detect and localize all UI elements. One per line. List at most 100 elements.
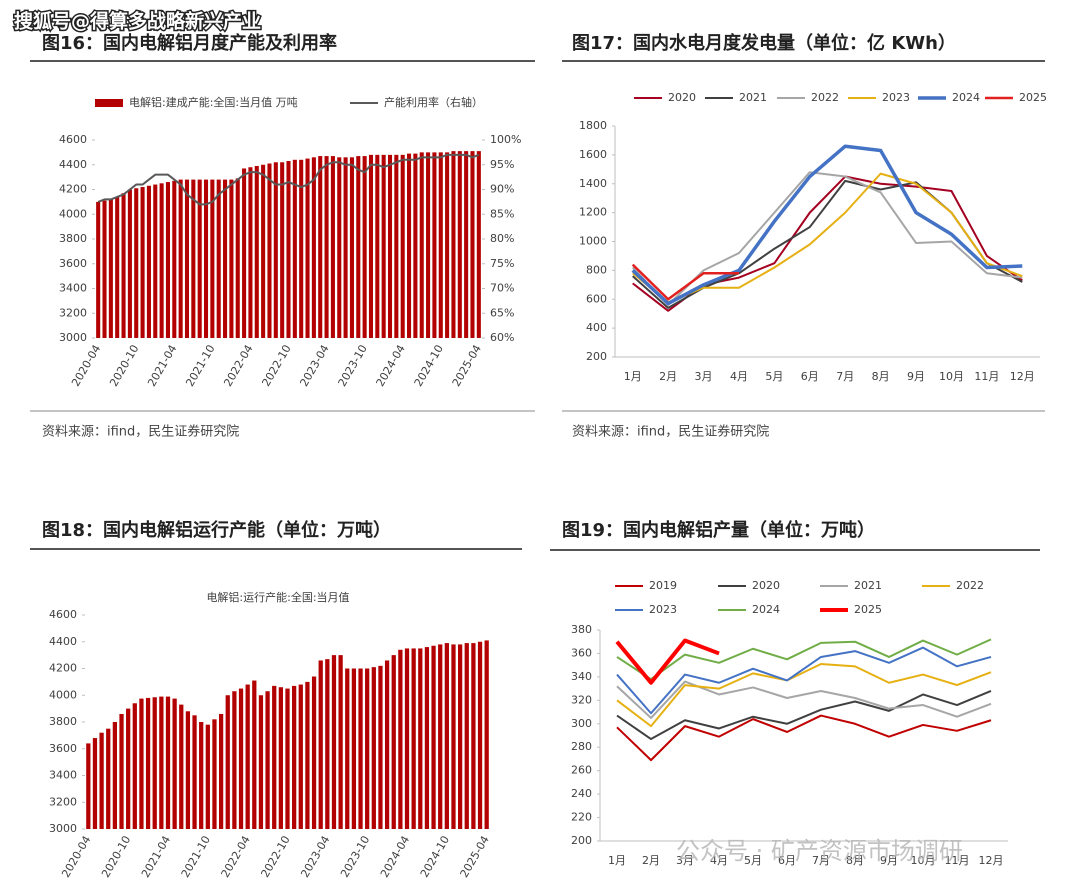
bar: [387, 154, 393, 338]
bar: [159, 183, 164, 338]
bar: [311, 157, 316, 338]
bar: [238, 688, 244, 829]
bar: [254, 165, 259, 338]
bar: [394, 154, 399, 338]
bar: [330, 156, 335, 338]
y-tick-label: 1000: [579, 235, 607, 248]
line: [616, 646, 992, 715]
bar: [324, 156, 329, 338]
x-tick-label: 2月: [659, 370, 677, 383]
bar: [438, 644, 443, 829]
bar: [432, 152, 437, 338]
bar: [86, 743, 91, 829]
y-tick-label: 4200: [49, 662, 77, 675]
y-tick-label: 1600: [579, 148, 607, 161]
legend-label: 2022: [811, 91, 839, 104]
x-tick-label: 9月: [880, 854, 898, 867]
bar: [338, 655, 343, 829]
y2-tick-label: 95%: [490, 158, 514, 171]
bar: [132, 703, 137, 829]
bar: [299, 159, 304, 338]
legend-label: 2019: [649, 579, 677, 592]
y-tick-label: 380: [571, 623, 592, 636]
bar: [242, 168, 247, 338]
x-tick-label: 9月: [907, 370, 925, 383]
bar: [235, 178, 240, 338]
bar: [92, 738, 98, 829]
bar: [404, 648, 410, 829]
chart-title: 图17：国内水电月度发电量（单位：亿 KWh）: [572, 32, 956, 54]
y-tick-label: 200: [586, 350, 607, 363]
bar: [108, 199, 113, 338]
y2-tick-label: 80%: [490, 232, 514, 245]
bar: [197, 179, 202, 338]
y-tick-label: 800: [586, 263, 607, 276]
bar: [424, 647, 430, 829]
y2-tick-label: 90%: [490, 183, 514, 196]
line: [97, 153, 480, 206]
line: [616, 680, 992, 719]
bar: [286, 161, 291, 338]
line: [632, 172, 1023, 304]
bar: [203, 179, 209, 338]
bar: [451, 151, 456, 338]
legend-label: 电解铝:建成产能:全国:当月值 万吨: [129, 95, 298, 109]
bar: [178, 179, 183, 338]
bar: [223, 179, 228, 338]
chart-title: 图18：国内电解铝运行产能（单位：万吨）: [42, 519, 391, 541]
bar: [318, 660, 323, 829]
bar: [121, 193, 126, 338]
bar: [318, 156, 323, 338]
y2-tick-label: 70%: [490, 282, 514, 295]
bar: [252, 680, 257, 829]
bar: [192, 715, 197, 829]
bar: [165, 182, 170, 338]
bar: [345, 668, 350, 829]
bar: [305, 681, 310, 829]
bar: [280, 162, 285, 338]
x-tick-label: 6月: [801, 370, 819, 383]
bar: [384, 660, 390, 829]
bar: [445, 152, 450, 338]
x-tick-label: 5月: [744, 854, 762, 867]
x-tick-label: 1月: [608, 854, 626, 867]
bar: [146, 185, 151, 338]
line: [631, 263, 739, 301]
legend-label: 2024: [752, 603, 780, 616]
bar: [413, 153, 418, 338]
bar: [140, 187, 145, 338]
bar: [325, 659, 330, 829]
y2-tick-label: 60%: [490, 331, 514, 344]
y-tick-label: 1400: [579, 177, 607, 190]
bar: [365, 668, 370, 829]
bar: [411, 648, 416, 829]
bar: [172, 180, 177, 338]
bar: [464, 151, 469, 338]
bar: [400, 154, 405, 338]
bar: [179, 704, 184, 829]
bar: [248, 167, 253, 338]
y-tick-label: 200: [571, 834, 592, 847]
x-tick-label: 2月: [642, 854, 660, 867]
bar: [218, 713, 224, 829]
x-tick-label: 10月: [911, 854, 936, 867]
bar: [358, 668, 363, 829]
y-tick-label: 600: [586, 292, 607, 305]
line: [616, 714, 992, 762]
x-tick-label: 7月: [836, 370, 854, 383]
bar: [476, 151, 481, 338]
legend-label: 2020: [668, 91, 696, 104]
y2-tick-label: 75%: [490, 257, 514, 270]
source: 资料来源：ifind，民生证券研究院: [42, 424, 239, 440]
y2-tick-label: 85%: [490, 207, 514, 220]
bar: [362, 156, 367, 338]
bar: [356, 156, 361, 338]
y-tick-label: 3800: [59, 232, 87, 245]
y-tick-label: 3000: [59, 331, 87, 344]
chart-title: 图19：国内电解铝产量（单位：万吨）: [562, 519, 875, 541]
y-tick-label: 260: [571, 764, 592, 777]
y-tick-label: 320: [571, 693, 592, 706]
y-tick-label: 360: [571, 646, 592, 659]
x-tick-label: 7月: [812, 854, 830, 867]
legend-label: 电解铝:运行产能:全国:当月值: [206, 590, 349, 604]
